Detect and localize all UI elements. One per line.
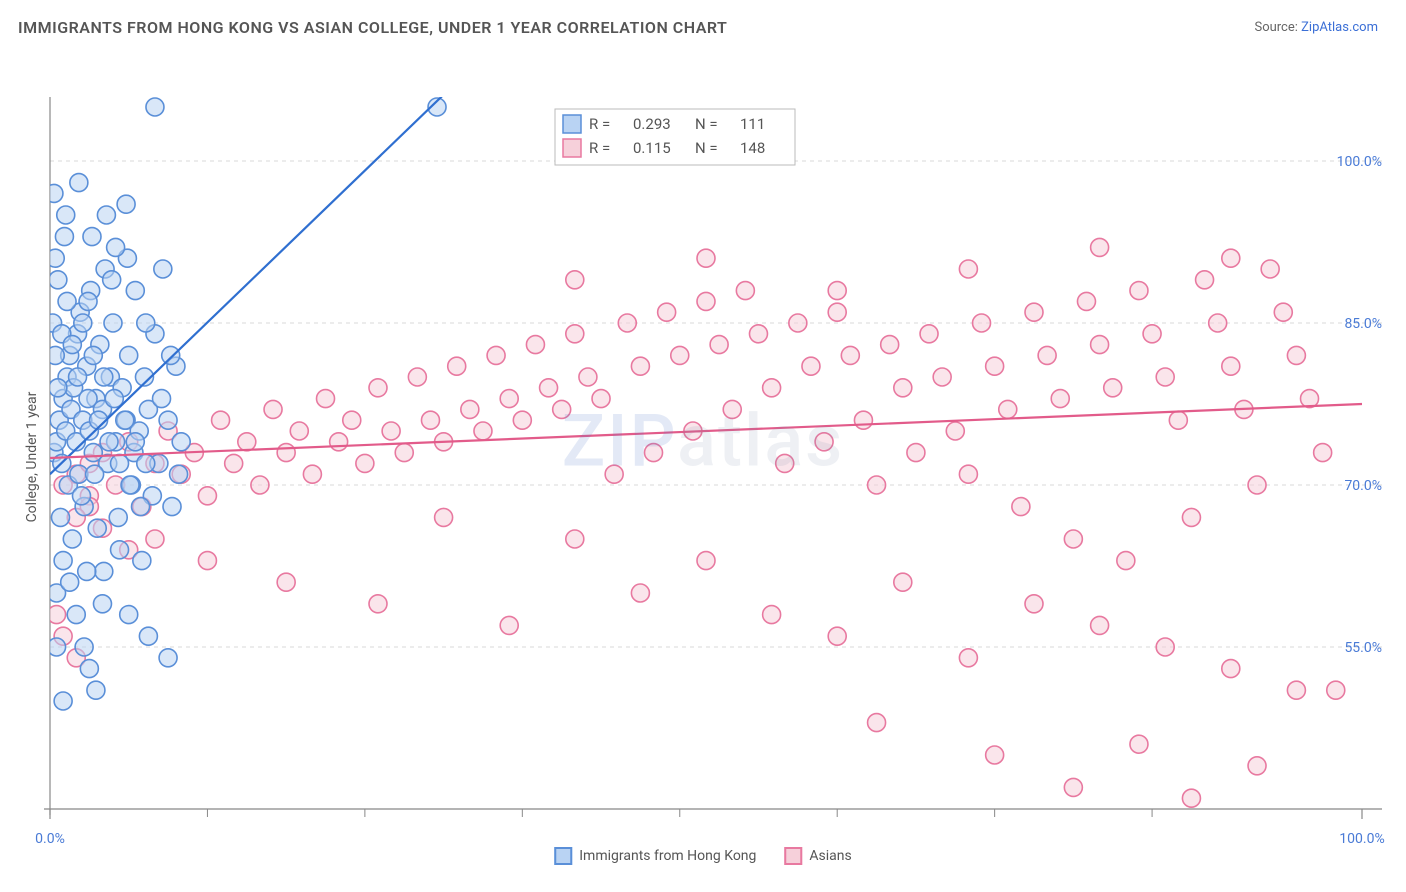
legend-label-pink: Asians: [809, 848, 851, 864]
legend-label-blue: Immigrants from Hong Kong: [579, 848, 756, 864]
source-link[interactable]: ZipAtlas.com: [1301, 20, 1378, 35]
svg-text:85.0%: 85.0%: [1344, 316, 1382, 332]
legend-swatch-blue: [554, 847, 572, 865]
svg-text:N =: N =: [695, 115, 718, 133]
legend: Immigrants from Hong Kong Asians: [554, 847, 852, 865]
svg-text:148: 148: [740, 139, 765, 157]
source-attribution: Source: ZipAtlas.com: [1254, 20, 1378, 35]
svg-text:70.0%: 70.0%: [1344, 478, 1382, 494]
svg-text:N =: N =: [695, 139, 718, 157]
svg-text:100.0%: 100.0%: [1339, 831, 1384, 847]
chart-header: IMMIGRANTS FROM HONG KONG VS ASIAN COLLE…: [0, 0, 1406, 47]
svg-text:0.293: 0.293: [633, 115, 671, 133]
svg-text:55.0%: 55.0%: [1344, 640, 1382, 656]
scatter-chart: 55.0% 70.0% 85.0% 100.0% 0.0% 100.0% R = 0.293 N…: [0, 47, 1406, 867]
svg-text:R =: R =: [589, 139, 610, 157]
svg-text:0.0%: 0.0%: [35, 831, 65, 847]
y-axis-label: College, Under 1 year: [24, 392, 40, 523]
legend-swatch-pink: [784, 847, 802, 865]
svg-text:0.115: 0.115: [633, 139, 671, 157]
source-prefix: Source:: [1254, 20, 1301, 35]
chart-title: IMMIGRANTS FROM HONG KONG VS ASIAN COLLE…: [18, 18, 727, 37]
legend-item-pink: Asians: [784, 847, 851, 865]
chart-container: College, Under 1 year ZIPatlas 55.0%70.0…: [0, 47, 1406, 867]
svg-text:111: 111: [740, 115, 765, 133]
legend-item-blue: Immigrants from Hong Kong: [554, 847, 756, 865]
svg-text:R =: R =: [589, 115, 610, 133]
svg-text:100.0%: 100.0%: [1337, 154, 1382, 170]
